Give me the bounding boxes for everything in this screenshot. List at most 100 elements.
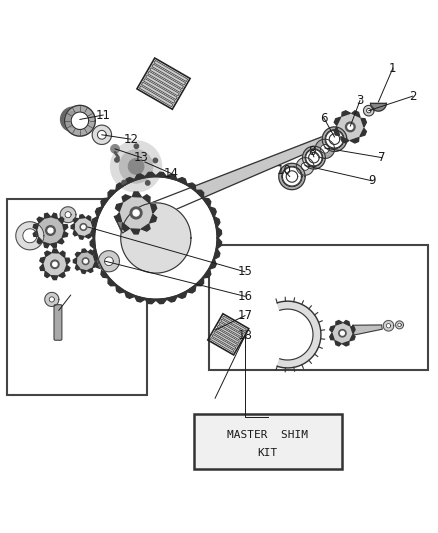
Polygon shape <box>116 183 126 191</box>
Polygon shape <box>85 234 90 238</box>
Polygon shape <box>101 268 109 278</box>
Polygon shape <box>324 130 343 149</box>
Polygon shape <box>296 158 313 175</box>
Circle shape <box>153 158 157 163</box>
Polygon shape <box>134 295 145 302</box>
Polygon shape <box>49 297 54 302</box>
Polygon shape <box>202 268 210 278</box>
Polygon shape <box>320 144 328 154</box>
Bar <box>145 75 179 96</box>
Polygon shape <box>185 285 195 293</box>
FancyBboxPatch shape <box>194 415 341 469</box>
Polygon shape <box>141 224 150 231</box>
Polygon shape <box>115 203 122 212</box>
Polygon shape <box>65 258 70 264</box>
Bar <box>212 334 235 350</box>
Polygon shape <box>81 270 86 273</box>
Bar <box>222 316 246 331</box>
Polygon shape <box>216 227 221 239</box>
Bar <box>152 64 185 85</box>
Polygon shape <box>52 249 58 253</box>
Polygon shape <box>166 295 177 302</box>
Circle shape <box>345 122 354 132</box>
Polygon shape <box>208 258 216 269</box>
Polygon shape <box>60 251 65 257</box>
Polygon shape <box>92 125 111 144</box>
Polygon shape <box>213 248 219 260</box>
Text: 11: 11 <box>95 109 110 122</box>
Polygon shape <box>132 192 141 197</box>
Polygon shape <box>74 217 93 237</box>
Polygon shape <box>57 238 64 244</box>
Polygon shape <box>116 285 126 293</box>
Text: 15: 15 <box>237 265 252 278</box>
Polygon shape <box>71 112 88 130</box>
Polygon shape <box>397 323 400 327</box>
Circle shape <box>46 225 55 235</box>
Polygon shape <box>87 268 92 272</box>
Polygon shape <box>76 252 95 271</box>
Polygon shape <box>92 248 98 260</box>
Bar <box>139 86 173 107</box>
Bar <box>149 68 183 89</box>
Polygon shape <box>108 190 117 199</box>
Polygon shape <box>45 271 50 278</box>
Circle shape <box>81 225 85 229</box>
Polygon shape <box>65 212 71 218</box>
Circle shape <box>114 158 119 162</box>
Bar <box>215 328 239 343</box>
Polygon shape <box>78 235 84 239</box>
Polygon shape <box>37 217 43 223</box>
Polygon shape <box>122 195 131 202</box>
Text: 3: 3 <box>356 94 363 107</box>
Polygon shape <box>336 113 363 141</box>
Polygon shape <box>202 198 210 208</box>
Polygon shape <box>98 251 119 272</box>
Polygon shape <box>343 320 349 326</box>
Polygon shape <box>340 136 348 143</box>
Polygon shape <box>131 229 139 234</box>
Circle shape <box>50 260 59 269</box>
Polygon shape <box>37 237 42 244</box>
Polygon shape <box>350 138 358 143</box>
Polygon shape <box>166 174 177 181</box>
Circle shape <box>60 107 85 132</box>
Bar <box>210 337 233 352</box>
Polygon shape <box>97 131 106 139</box>
Circle shape <box>53 262 57 266</box>
Polygon shape <box>281 166 301 187</box>
Polygon shape <box>73 230 78 236</box>
Polygon shape <box>333 127 339 135</box>
Polygon shape <box>395 321 403 329</box>
Polygon shape <box>92 216 98 228</box>
Polygon shape <box>94 176 217 300</box>
Polygon shape <box>351 111 359 117</box>
Circle shape <box>128 158 144 174</box>
Text: KIT: KIT <box>257 448 277 458</box>
Circle shape <box>338 329 345 337</box>
Polygon shape <box>341 111 350 116</box>
Circle shape <box>121 180 126 185</box>
Polygon shape <box>185 183 195 191</box>
Polygon shape <box>352 325 381 335</box>
Polygon shape <box>331 322 352 344</box>
Bar <box>7 199 147 395</box>
Polygon shape <box>115 213 121 222</box>
Polygon shape <box>91 222 95 227</box>
Polygon shape <box>366 108 370 113</box>
Text: 17: 17 <box>237 309 252 322</box>
Polygon shape <box>194 277 203 286</box>
Polygon shape <box>90 227 95 239</box>
Polygon shape <box>349 335 354 341</box>
Circle shape <box>347 124 352 130</box>
Polygon shape <box>75 264 80 270</box>
Polygon shape <box>334 341 340 346</box>
Text: 1: 1 <box>388 62 396 75</box>
Polygon shape <box>45 213 50 218</box>
Circle shape <box>134 144 138 148</box>
Polygon shape <box>60 207 76 223</box>
Polygon shape <box>144 172 156 177</box>
Text: 6: 6 <box>319 111 327 125</box>
Polygon shape <box>305 149 321 166</box>
Circle shape <box>82 258 89 264</box>
